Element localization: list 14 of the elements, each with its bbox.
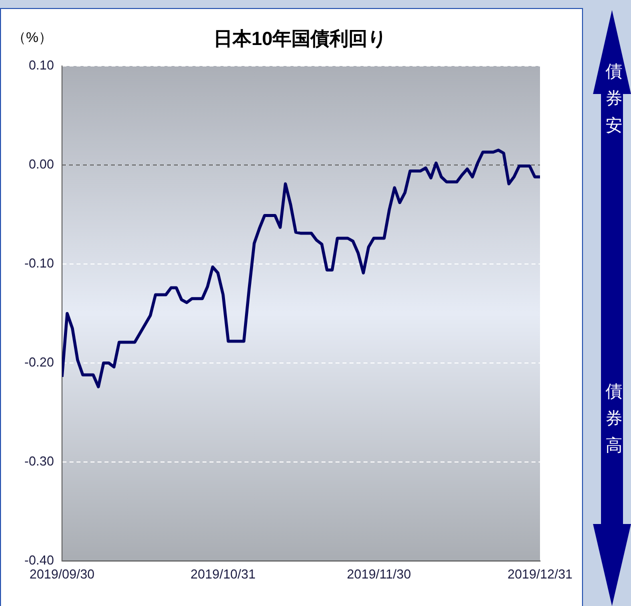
x-tick-label: 2019/09/30 <box>29 566 95 582</box>
y-tick-label: 0.10 <box>28 58 54 73</box>
x-tick-label: 2019/11/30 <box>346 566 411 582</box>
y-tick-label: -0.30 <box>24 454 54 469</box>
y-tick-label: -0.40 <box>24 552 54 568</box>
y-tick-label: 0.00 <box>28 156 54 172</box>
x-tick-label: 2019/12/31 <box>507 566 573 582</box>
text: 債券安 <box>604 61 624 137</box>
x-tick-label: 2019/10/31 <box>190 566 256 582</box>
text: 債券高 <box>604 381 624 457</box>
y-tick-label: -0.10 <box>24 256 54 271</box>
chart-title: 日本10年国債利回り <box>213 28 387 50</box>
y-axis-title: （%） <box>12 28 52 45</box>
y-tick-label: -0.20 <box>24 354 54 370</box>
